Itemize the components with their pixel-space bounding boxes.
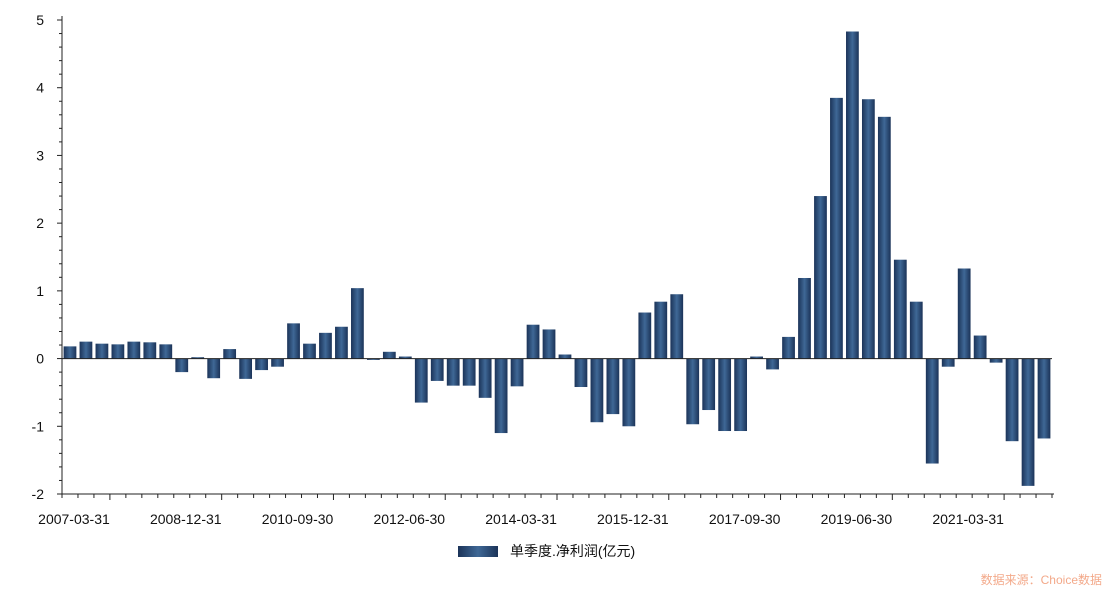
y-tick-label: -2 <box>32 486 45 502</box>
bar <box>814 196 827 359</box>
y-tick-label: 2 <box>36 215 44 231</box>
bar <box>494 358 508 434</box>
source-note: 数据来源：Choice数据 <box>980 573 1102 587</box>
x-tick-label: 2008-12-31 <box>150 511 222 527</box>
bar <box>941 358 955 367</box>
bar <box>382 351 396 359</box>
bar <box>702 358 716 411</box>
bar <box>622 358 636 427</box>
bar <box>957 268 971 359</box>
bar <box>846 31 859 359</box>
bar <box>750 356 763 359</box>
x-tick-label: 2015-12-31 <box>597 511 669 527</box>
x-tick-label: 2007-03-31 <box>38 511 110 527</box>
bar <box>782 336 795 359</box>
bar <box>462 358 476 386</box>
axes-group: 5 4 3 2 1 0 -1 -2 2007-03-31 2008-12-31 2010-09-30… <box>32 12 1054 527</box>
y-tick-label: -1 <box>32 418 45 434</box>
bars-group <box>63 31 1051 486</box>
bar <box>255 358 268 371</box>
bar <box>478 358 492 398</box>
bar <box>430 358 444 381</box>
bar <box>223 349 237 359</box>
x-tick-label: 2012-06-30 <box>373 511 445 527</box>
legend: 单季度.净利润(亿元) <box>458 541 635 561</box>
bar <box>542 329 556 359</box>
legend-label: 单季度.净利润(亿元) <box>510 543 636 559</box>
bar <box>606 358 620 415</box>
bar <box>718 358 732 432</box>
bar <box>989 358 1003 363</box>
bar <box>446 358 460 386</box>
bar <box>335 326 348 359</box>
bar <box>766 358 779 370</box>
y-tick-label: 1 <box>36 283 44 299</box>
bar <box>63 346 77 359</box>
bar <box>909 301 923 359</box>
bar <box>175 358 189 373</box>
legend-swatch <box>458 545 498 557</box>
bar <box>287 323 300 359</box>
x-tick-label: 2019-06-30 <box>821 511 893 527</box>
bar <box>526 324 540 359</box>
x-tick-label: 2017-09-30 <box>709 511 781 527</box>
bar <box>861 99 875 359</box>
bar <box>510 358 524 387</box>
bar <box>590 358 604 423</box>
y-tick-label: 3 <box>36 147 44 163</box>
bar <box>414 358 428 403</box>
bar <box>638 312 652 359</box>
bar <box>143 342 157 359</box>
bar <box>877 116 891 359</box>
bar <box>686 358 700 425</box>
x-tick-label: 2021-03-31 <box>932 511 1004 527</box>
bar <box>127 341 141 359</box>
x-tick-label: 2010-09-30 <box>262 511 334 527</box>
bar <box>207 358 221 379</box>
bar <box>734 358 748 432</box>
y-tick-label: 5 <box>36 12 44 28</box>
bar <box>319 332 332 359</box>
bar <box>973 335 987 359</box>
bar <box>239 358 253 379</box>
bar <box>1021 358 1035 486</box>
bar <box>111 344 125 359</box>
bar <box>159 344 173 359</box>
bar <box>191 357 205 359</box>
bar <box>351 288 364 359</box>
bar <box>925 358 939 464</box>
bar <box>79 341 93 359</box>
x-tick-label: 2014-03-31 <box>485 511 557 527</box>
y-tick-label: 0 <box>36 351 44 367</box>
bar <box>366 358 380 360</box>
y-tick-label: 4 <box>36 80 44 96</box>
bar <box>574 358 588 388</box>
bar <box>1037 358 1051 439</box>
bar <box>95 343 109 359</box>
bar <box>670 294 684 359</box>
bar <box>1005 358 1019 442</box>
bar <box>303 343 316 359</box>
bar <box>830 97 843 359</box>
bar <box>558 354 572 359</box>
bar <box>798 277 811 359</box>
bar <box>398 356 412 359</box>
bar <box>893 259 907 359</box>
bar <box>654 301 668 359</box>
bar <box>271 358 284 367</box>
